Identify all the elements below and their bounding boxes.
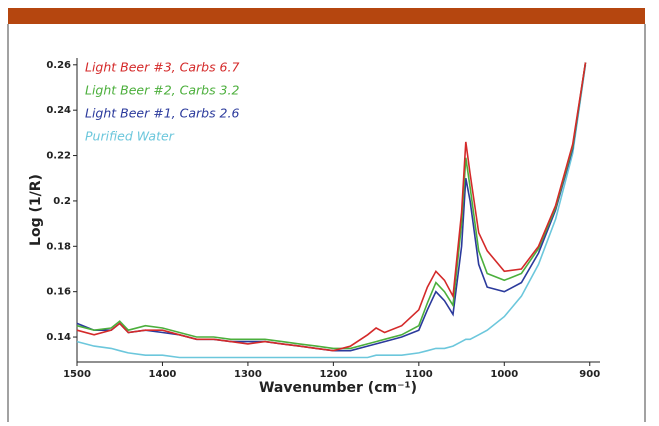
- x-tick-label: 900: [579, 369, 600, 380]
- y-tick-label: 0.24: [46, 105, 71, 116]
- series-line: [76, 64, 587, 359]
- y-tick-label: 0.14: [46, 332, 71, 343]
- y-tick-label: 0.26: [46, 60, 71, 71]
- y-tick-label: 0.18: [46, 241, 71, 252]
- x-tick-label: 1500: [63, 369, 91, 380]
- header-bar: [8, 8, 645, 24]
- x-tick-label: 1300: [234, 369, 262, 380]
- y-axis-title: Log (1/R): [28, 174, 44, 246]
- y-tick-label: 0.16: [46, 287, 71, 298]
- series-line: [76, 62, 587, 352]
- legend-label: Light Beer #3, Carbs 6.7: [85, 60, 239, 75]
- x-tick-label: 1400: [149, 369, 177, 380]
- y-tick-label: 0.22: [46, 151, 71, 162]
- series-line: [76, 62, 587, 352]
- legend-label: Purified Water: [85, 129, 175, 144]
- x-tick-label: 1100: [405, 369, 433, 380]
- x-tick-label: 1200: [319, 369, 347, 380]
- legend-label: Light Beer #2, Carbs 3.2: [85, 83, 239, 98]
- legend-label: Light Beer #1, Carbs 2.6: [85, 106, 239, 121]
- x-axis-title: Wavenumber (cm⁻¹): [259, 380, 417, 396]
- x-tick-label: 1000: [490, 369, 518, 380]
- series-line: [76, 62, 587, 350]
- y-tick-label: 0.2: [53, 196, 71, 207]
